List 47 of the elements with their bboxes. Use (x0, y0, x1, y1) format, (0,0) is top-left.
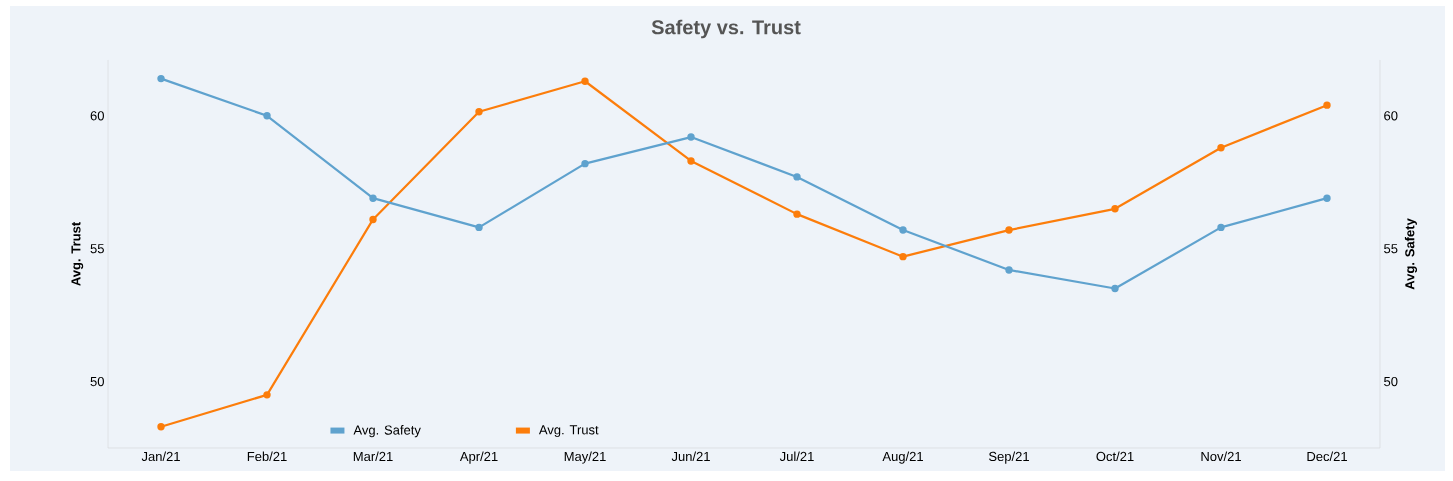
x-tick-label: May/21 (564, 451, 606, 464)
point (1005, 226, 1013, 234)
point (475, 223, 483, 232)
x-tick-label: Jun/21 (671, 451, 710, 462)
x-tick-label: Jan/21 (141, 451, 180, 462)
y-tick-label: 50 (90, 376, 104, 387)
y2-tick-label: 55 (1384, 244, 1398, 254)
point (1217, 223, 1225, 232)
x-tick-label: Nov/21 (1201, 451, 1241, 462)
y2-axis-title: Avg. Safety (1404, 218, 1418, 290)
point (687, 157, 695, 165)
x-tick-label: Dec/21 (1307, 451, 1347, 462)
point (369, 215, 377, 224)
point (263, 112, 271, 120)
point (687, 133, 695, 141)
x-tick-label: Aug/21 (882, 451, 923, 464)
y-tick-label: 60 (90, 111, 104, 121)
y-tick-label: 55 (90, 244, 104, 254)
point (581, 159, 589, 168)
y2-tick-label: 60 (1384, 111, 1398, 121)
point (263, 391, 271, 399)
point (369, 194, 377, 202)
point (475, 108, 483, 116)
x-tick-label: Jul/21 (779, 451, 814, 462)
point (1005, 266, 1013, 274)
point (1111, 205, 1119, 213)
point (1323, 101, 1331, 109)
x-tick-label: Sep/21 (989, 451, 1029, 464)
legend-label: Avg. Trust (538, 425, 599, 437)
x-tick-label: Mar/21 (353, 451, 393, 462)
point (1217, 143, 1225, 152)
point (1111, 284, 1119, 293)
y2-tick-label: 50 (1384, 376, 1398, 387)
x-tick-label: Apr/21 (459, 451, 498, 464)
point (157, 423, 165, 431)
point (793, 173, 801, 181)
x-tick-label: Feb/21 (247, 451, 287, 462)
point (1323, 194, 1331, 202)
legend-label: Avg. Safety (353, 425, 421, 438)
chart-title: Safety vs. Trust (651, 19, 801, 39)
x-tick-label: Oct/21 (1096, 451, 1134, 462)
point (157, 74, 165, 83)
point (581, 77, 589, 85)
y-axis-title: Avg. Trust (71, 221, 84, 286)
point (793, 210, 801, 218)
point (899, 252, 907, 261)
point (899, 226, 907, 234)
